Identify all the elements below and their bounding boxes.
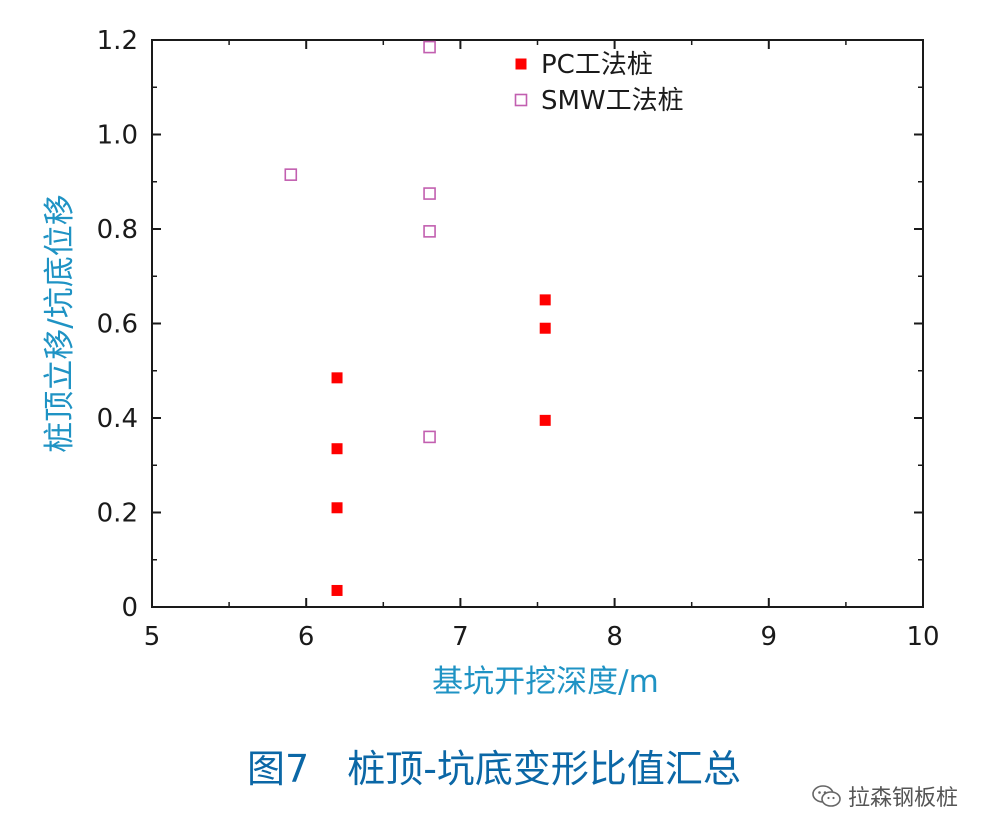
smw-pile-point	[423, 225, 436, 238]
pc-pile-point	[539, 294, 551, 306]
pc-pile-point	[331, 372, 343, 384]
y-tick-label: 1.2	[97, 26, 138, 56]
plot-frame	[151, 39, 924, 608]
smw-pile-point	[423, 187, 436, 200]
pc-pile-point	[331, 502, 343, 514]
smw-pile-point	[423, 40, 436, 54]
x-tick-label: 5	[144, 622, 161, 652]
smw-pile-point	[284, 168, 298, 181]
pc-pile-point	[539, 414, 551, 426]
data-points	[284, 40, 551, 596]
figure-caption: 图7 桩顶-坑底变形比值汇总	[247, 747, 741, 791]
legend-label: SMW工法桩	[541, 86, 684, 116]
watermark-text: 拉森钢板桩	[847, 786, 958, 811]
x-tick-label: 7	[452, 622, 469, 652]
y-tick-label: 0.8	[97, 215, 138, 245]
pc-pile-point	[539, 322, 551, 334]
watermark: 拉森钢板桩	[812, 780, 958, 812]
pc-pile-point	[331, 584, 343, 596]
x-tick-label: 6	[298, 622, 315, 652]
axis-ticks	[151, 39, 924, 608]
pc-pile-point	[331, 443, 343, 455]
x-tick-label: 10	[906, 622, 939, 652]
y-tick-label: 0.4	[97, 404, 138, 434]
y-axis-label: 桩顶立移/坑底位移	[42, 194, 78, 452]
legend-marker	[515, 58, 527, 70]
x-tick-label: 9	[761, 622, 778, 652]
x-tick-label: 8	[606, 622, 623, 652]
y-tick-label: 0.2	[97, 499, 138, 529]
legend-label: PC工法桩	[541, 50, 653, 80]
y-tick-label: 0.6	[97, 310, 138, 340]
tick-labels: 5 6 7 8 9 10 0 0.2 0.4 0.6 0.8 1.0 1.2	[97, 26, 940, 652]
legend: PC工法桩 SMW工法桩	[514, 50, 684, 116]
y-tick-label: 0	[121, 593, 138, 623]
x-axis-label: 基坑开挖深度/m	[432, 664, 659, 700]
wechat-icon	[812, 785, 841, 807]
y-tick-label: 1.0	[97, 121, 138, 151]
scatter-chart: 5 6 7 8 9 10 0 0.2 0.4 0.6 0.8 1.0 1.2 PC工法桩 SMW工法桩 基…	[42, 26, 940, 700]
legend-marker	[514, 93, 528, 107]
smw-pile-point	[423, 430, 436, 444]
